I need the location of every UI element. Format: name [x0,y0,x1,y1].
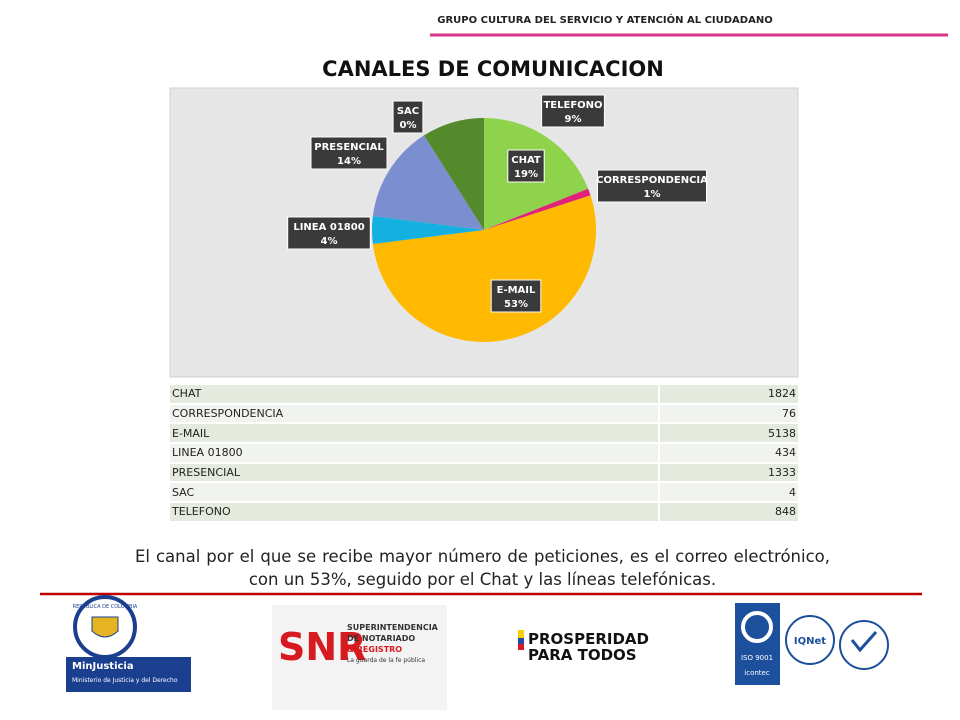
table-row: TELEFONO 848 [170,502,798,523]
logo-text: icontec [744,669,770,677]
logo-text: IQNet [794,636,826,647]
logo-certifications: ISO 9001 icontec IQNet [735,603,889,685]
table-row: PRESENCIAL 1333 [170,462,798,484]
data-label-category: E-MAIL [497,285,536,296]
table-cell-value: 76 [658,403,798,425]
table-cell-value: 434 [658,443,798,464]
table-row: LINEA 01800 434 [170,443,798,464]
data-label-value: 9% [565,114,582,125]
table-cell-name: E-MAIL [170,423,660,445]
logo-text: PROSPERIDAD [528,630,649,648]
data-label-box [490,279,542,313]
pie-slice [484,188,591,230]
pie-slice [423,118,484,230]
logo-text: Ministerio de Justicia y del Derecho [72,677,178,684]
data-label-box [541,94,605,128]
logo-text: PARA TODOS [528,646,637,664]
table-cell-name: CHAT [170,385,660,405]
logo-text: SNR [278,625,366,669]
table-row: CHAT 1824 [170,385,798,405]
logo-minjusticia: REPÚBLICA DE COLOMBIA MinJusticia Minist… [66,595,191,692]
table-cell-value: 1824 [658,385,798,405]
header-title: GRUPO CULTURA DEL SERVICIO Y ATENCIÓN AL… [437,15,773,26]
data-label-value: 4% [321,236,338,247]
paragraph: El canal por el que se recibe mayor núme… [135,547,830,589]
pie-slice [372,215,484,245]
logo-text: REPÚBLICA DE COLOMBIA [73,603,138,610]
logo-snr: SNR SUPERINTENDENCIA DE NOTARIADO & REGI… [272,605,447,710]
chart-title: CANALES DE COMUNICACION [322,57,664,81]
data-label-category: CORRESPONDENCIA [596,175,708,186]
data-label-box [507,149,545,183]
logo-text: & REGISTRO [347,645,402,654]
table-cell-name: CORRESPONDENCIA [170,403,660,425]
logo-text: La guarda de la fe pública [347,657,425,664]
table-row: SAC 4 [170,482,798,504]
data-label-category: TELEFONO [543,100,602,111]
data-label-value: 14% [337,156,361,167]
data-label-box [287,216,371,250]
data-label-value: 19% [514,169,538,180]
data-label-box [597,169,707,203]
table-row: CORRESPONDENCIA 76 [170,403,798,425]
logo-prosperidad: PROSPERIDAD PARA TODOS [518,630,649,664]
table-cell-value: 5138 [658,423,798,445]
logo-text: DE NOTARIADO [347,634,415,643]
data-label-value: 0% [400,120,417,131]
table-cell-value: 1333 [658,462,798,484]
table-row: E-MAIL 5138 [170,423,798,445]
table-cell-name: PRESENCIAL [170,462,660,484]
pie: CHAT 19% CORRESPONDENCIA 1% E-MAIL 53% LINEA 0… [287,94,708,342]
data-label-category: LINEA 01800 [293,222,364,233]
table-cell-value: 848 [658,502,798,523]
data-label-category: PRESENCIAL [314,142,384,153]
table-cell-name: TELEFONO [170,502,660,523]
data-label-category: SAC [397,106,419,117]
logo-text: ISO 9001 [741,654,773,662]
pie-slice [372,135,484,230]
data-label-box [392,100,424,134]
data-label-category: CHAT [511,155,541,166]
data-label-value: 1% [644,189,661,200]
table-cell-name: LINEA 01800 [170,443,660,464]
data-table: CHAT 1824 CORRESPONDENCIA 76 E-MAIL 5138 LINEA… [170,385,798,523]
data-label-value: 53% [504,299,528,310]
logo-text: MinJusticia [72,661,134,672]
logo-text: SUPERINTENDENCIA [347,623,439,632]
table-cell-value: 4 [658,482,798,504]
table-cell-name: SAC [170,482,660,504]
data-label-box [310,136,388,170]
